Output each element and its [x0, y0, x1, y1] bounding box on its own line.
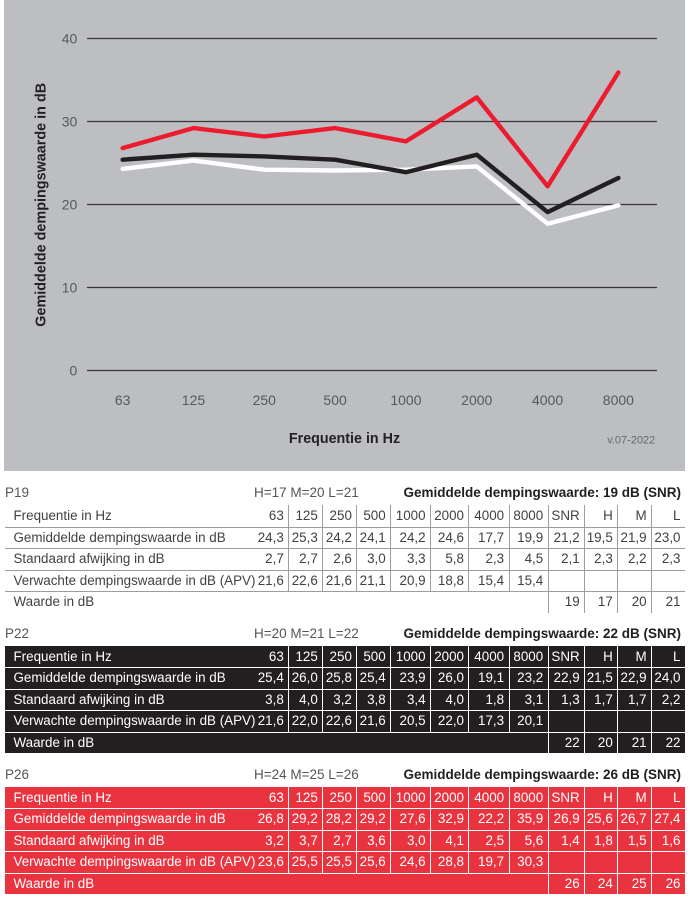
- svg-text:8000: 8000: [603, 392, 634, 408]
- svg-text:20: 20: [62, 197, 78, 213]
- svg-text:4000: 4000: [532, 392, 563, 408]
- svg-text:63: 63: [115, 392, 131, 408]
- svg-text:2000: 2000: [461, 392, 492, 408]
- svg-text:1000: 1000: [390, 392, 421, 408]
- svg-text:500: 500: [323, 392, 347, 408]
- svg-text:v.07-2022: v.07-2022: [607, 434, 655, 446]
- svg-text:125: 125: [182, 392, 206, 408]
- svg-text:0: 0: [70, 363, 78, 379]
- svg-text:Gemiddelde dempingswaarde in d: Gemiddelde dempingswaarde in dB: [34, 83, 50, 327]
- svg-text:250: 250: [253, 392, 277, 408]
- svg-text:30: 30: [62, 114, 78, 130]
- svg-text:10: 10: [62, 280, 78, 296]
- svg-text:40: 40: [62, 31, 78, 47]
- svg-text:Frequentie in Hz: Frequentie in Hz: [289, 431, 400, 447]
